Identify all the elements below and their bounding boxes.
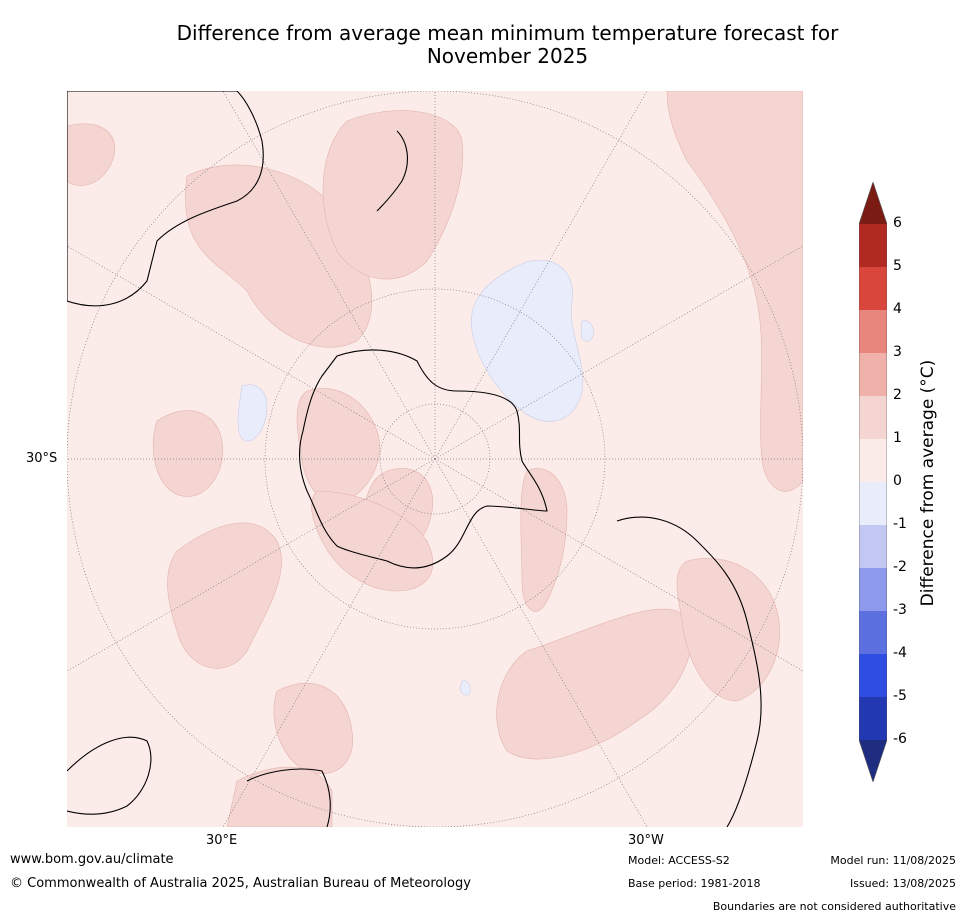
- coastlines: [67, 91, 762, 827]
- colorbar-tick: 6: [893, 215, 902, 231]
- region-pacific-e: [666, 91, 803, 492]
- footer-model: Model: ACCESS-S2: [628, 854, 730, 867]
- colorbar-over-arrow: [859, 182, 887, 224]
- region-indian-cool: [237, 384, 268, 442]
- footer-disclaimer: Boundaries are not considered authoritat…: [712, 900, 956, 913]
- cool-anomaly-regions: [237, 259, 594, 696]
- coast-australia: [67, 91, 264, 307]
- colorbar-band-m4-m3: [859, 611, 887, 654]
- region-east-antarctica: [311, 490, 434, 592]
- coast-madagascar: [246, 768, 331, 827]
- warm-anomaly-regions: [67, 91, 803, 827]
- lon-label-30e: 30°E: [206, 833, 238, 848]
- colorbar-under-arrow: [859, 740, 887, 782]
- colorbar-band-0-1: [859, 439, 887, 482]
- colorbar-tick: -5: [893, 688, 907, 704]
- colorbar-band-m5-m4: [859, 654, 887, 697]
- coast-south-africa: [67, 736, 152, 815]
- coast-new-zealand: [376, 130, 408, 212]
- colorbar-tick: 1: [893, 430, 902, 446]
- region-indian-2: [167, 522, 282, 669]
- region-small-cool-2: [459, 680, 471, 696]
- region-tasman: [322, 110, 464, 280]
- colorbar-band-m3-m2: [859, 568, 887, 611]
- colorbar-band-m6-m5: [859, 697, 887, 740]
- region-north-west: [67, 123, 116, 186]
- colorbar-tick: -1: [893, 516, 907, 532]
- colorbar-tick: 5: [893, 258, 902, 274]
- region-drake: [520, 468, 568, 612]
- colorbar-tick: 4: [893, 301, 902, 317]
- colorbar-tick: -6: [893, 731, 907, 747]
- colorbar-tick: 0: [893, 473, 902, 489]
- map-canvas: [67, 91, 803, 827]
- colorbar-tick: 3: [893, 344, 902, 360]
- footer-base-period: Base period: 1981-2018: [628, 877, 761, 890]
- graticule: [67, 91, 803, 827]
- region-atlantic-s: [273, 682, 354, 774]
- colorbar-band-m2-m1: [859, 525, 887, 568]
- lat-circle-60: [264, 288, 606, 630]
- region-indian-1: [152, 410, 224, 497]
- lat-label-30s: 30°S: [26, 451, 58, 466]
- colorbar-tick: -4: [893, 645, 907, 661]
- footer-model-run: Model run: 11/08/2025: [830, 854, 956, 867]
- colorbar: [859, 182, 887, 782]
- coast-antarctica: [298, 349, 548, 569]
- footer-copyright: © Commonwealth of Australia 2025, Austra…: [10, 876, 471, 891]
- colorbar-title-text: Difference from average (°C): [918, 359, 938, 607]
- colorbar-tick: -3: [893, 602, 907, 618]
- title-line-2: November 2025: [426, 44, 589, 68]
- region-atlantic-mid: [496, 608, 692, 760]
- region-south-america: [676, 558, 780, 702]
- region-small-cool: [580, 320, 594, 342]
- colorbar-tick: -2: [893, 559, 907, 575]
- colorbar-band-1-2: [859, 396, 887, 439]
- coast-south-america: [616, 516, 762, 827]
- colorbar-tick: 2: [893, 387, 902, 403]
- region-pacific-cool: [470, 259, 584, 422]
- meridian-120e: [67, 245, 436, 460]
- region-south-africa: [226, 766, 333, 827]
- footer-issued: Issued: 13/08/2025: [849, 877, 956, 890]
- title-line-1: Difference from average mean minimum tem…: [176, 21, 839, 45]
- map-panel[interactable]: [67, 91, 803, 827]
- footer-website[interactable]: www.bom.gov.au/climate: [10, 852, 174, 867]
- colorbar-band-2-3: [859, 353, 887, 396]
- colorbar-band-m1-0: [859, 482, 887, 525]
- lon-label-30w: 30°W: [628, 833, 664, 848]
- colorbar-band-4-5: [859, 267, 887, 310]
- chart-title: Difference from average mean minimum tem…: [0, 22, 965, 68]
- colorbar-band-3-4: [859, 310, 887, 353]
- colorbar-band-5-6: [859, 224, 887, 267]
- meridian-120w: [434, 245, 803, 460]
